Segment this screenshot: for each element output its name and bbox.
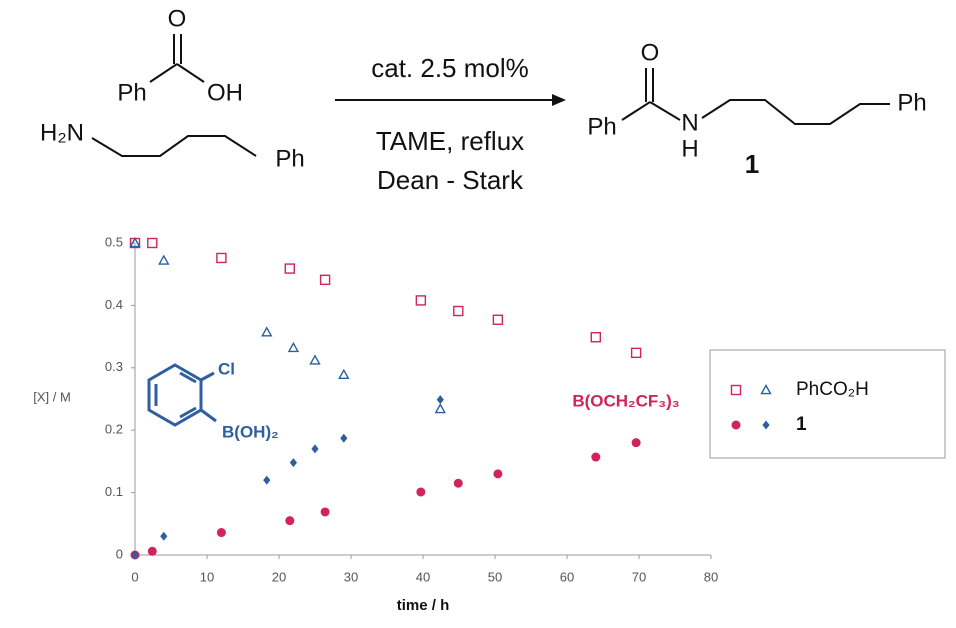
marker-circle — [731, 420, 741, 430]
marker-square — [492, 314, 504, 325]
marker-circle — [147, 546, 157, 556]
legend-label: PhCO₂H — [796, 379, 869, 400]
marker-circle — [453, 478, 463, 488]
arrow-head — [552, 94, 566, 106]
marker-square — [216, 252, 227, 264]
bond — [91, 135, 257, 157]
atom: Ph — [587, 113, 616, 140]
y-tick-label: 0.1 — [105, 484, 123, 499]
y-tick-label: 0.2 — [105, 422, 123, 437]
atom: O — [641, 39, 660, 66]
amine: H₂N Ph — [40, 119, 305, 172]
x-tick-label: 40 — [416, 569, 430, 584]
marker-diamond — [160, 531, 168, 541]
marker-square — [453, 305, 464, 317]
atom: N — [681, 109, 698, 136]
x-tick-label: 60 — [560, 569, 574, 584]
product: O Ph N H Ph 1 — [587, 39, 926, 179]
y-tick-label: 0.3 — [105, 359, 123, 374]
marker-circle — [216, 528, 226, 538]
atom: H₂N — [40, 119, 84, 146]
marker-diamond — [311, 444, 319, 454]
marker-triangle — [309, 354, 321, 365]
marker-circle — [591, 452, 601, 462]
atom: OH — [207, 79, 243, 106]
atom: Ph — [897, 89, 926, 116]
chart: [X] / M time / h — [33, 349, 946, 614]
ring-bond — [200, 371, 215, 382]
compound-label: 1 — [745, 149, 759, 179]
bond — [621, 101, 651, 121]
atom: H — [681, 135, 698, 162]
marker-circle — [631, 438, 641, 448]
marker-triangle — [158, 254, 170, 265]
marker-circle — [320, 507, 330, 517]
atom: Ph — [275, 145, 304, 172]
atom: Ph — [117, 79, 146, 106]
condition: cat. 2.5 mol% — [371, 53, 529, 83]
x-tick-label: 10 — [200, 569, 214, 584]
marker-diamond — [289, 458, 297, 468]
marker-diamond — [131, 550, 139, 560]
marker-square — [590, 332, 601, 343]
ring-bond — [179, 371, 197, 384]
annotation: B(OH)₂ — [222, 422, 279, 441]
marker-square — [147, 237, 158, 249]
marker-diamond — [263, 475, 271, 485]
marker-diamond — [436, 395, 444, 405]
x-tick-label: 20 — [272, 569, 286, 584]
marker-triangle — [760, 384, 772, 395]
x-tick-label: 0 — [131, 569, 138, 584]
atom: O — [168, 5, 187, 32]
condition: Dean - Stark — [377, 165, 524, 195]
marker-diamond — [340, 433, 348, 443]
ring-bond — [179, 406, 197, 419]
y-tick-label: 0.4 — [105, 297, 123, 312]
x-tick-label: 80 — [704, 569, 718, 584]
legend-box — [709, 349, 946, 459]
annotation: B(OCH₂CF₃)₃ — [572, 391, 679, 410]
bond — [701, 99, 890, 125]
marker-triangle — [261, 326, 273, 337]
bond — [149, 63, 178, 83]
annotation: Cl — [218, 359, 235, 378]
marker-circle — [285, 516, 295, 526]
benzoic-acid: O Ph OH — [117, 5, 243, 106]
legend-label: 1 — [796, 414, 807, 435]
x-axis-title: time / h — [397, 597, 450, 614]
bond — [649, 101, 681, 121]
marker-triangle — [338, 368, 350, 379]
condition: TAME, reflux — [376, 126, 524, 156]
marker-square — [630, 347, 642, 359]
y-tick-label: 0 — [116, 546, 123, 561]
marker-triangle — [434, 403, 446, 414]
y-axis-title: [X] / M — [33, 389, 71, 404]
marker-diamond — [762, 420, 770, 430]
marker-square — [284, 263, 295, 274]
marker-triangle — [287, 341, 300, 353]
marker-circle — [416, 487, 426, 497]
marker-square — [319, 274, 331, 286]
x-tick-label: 50 — [488, 569, 502, 584]
bond — [176, 63, 205, 83]
x-tick-label: 30 — [344, 569, 358, 584]
marker-square — [730, 384, 742, 396]
x-tick-label: 70 — [632, 569, 646, 584]
marker-square — [415, 295, 427, 306]
marker-triangle — [129, 237, 141, 248]
marker-circle — [493, 469, 503, 479]
y-tick-label: 0.5 — [105, 234, 123, 249]
ring-bond — [200, 408, 217, 423]
